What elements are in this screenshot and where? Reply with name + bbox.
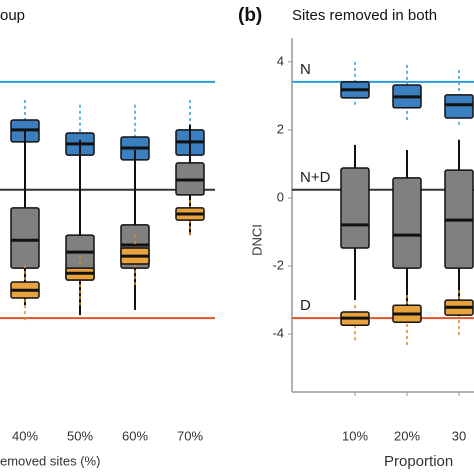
x-tick-label: 30 xyxy=(452,428,466,443)
x-tick-label: 40% xyxy=(12,428,38,443)
reference-label: N xyxy=(300,61,311,78)
y-axis-label: DNCI xyxy=(249,224,264,256)
panel-a-title: oup xyxy=(0,7,25,24)
y-tick-label: 0 xyxy=(277,189,284,204)
y-tick-label: -4 xyxy=(272,326,284,341)
x-tick-label: 70% xyxy=(177,428,203,443)
x-tick-label: 60% xyxy=(122,428,148,443)
panel-a-x-label: emoved sites (%) xyxy=(0,453,100,468)
reference-label: D xyxy=(300,297,311,314)
box xyxy=(10,207,40,269)
y-tick-label: 2 xyxy=(277,121,284,136)
x-tick-label: 20% xyxy=(394,428,420,443)
panel-b-title: Sites removed in both xyxy=(292,7,437,24)
y-tick-label: -2 xyxy=(272,257,284,272)
panel-b-x-label: Proportion xyxy=(384,453,453,470)
x-tick-label: 10% xyxy=(342,428,368,443)
box xyxy=(444,94,474,119)
reference-label: N+D xyxy=(300,169,331,186)
x-tick-label: 50% xyxy=(67,428,93,443)
box xyxy=(340,167,370,249)
y-tick-label: 4 xyxy=(277,53,284,68)
panel-b-label: (b) xyxy=(238,5,262,26)
box xyxy=(392,177,422,269)
